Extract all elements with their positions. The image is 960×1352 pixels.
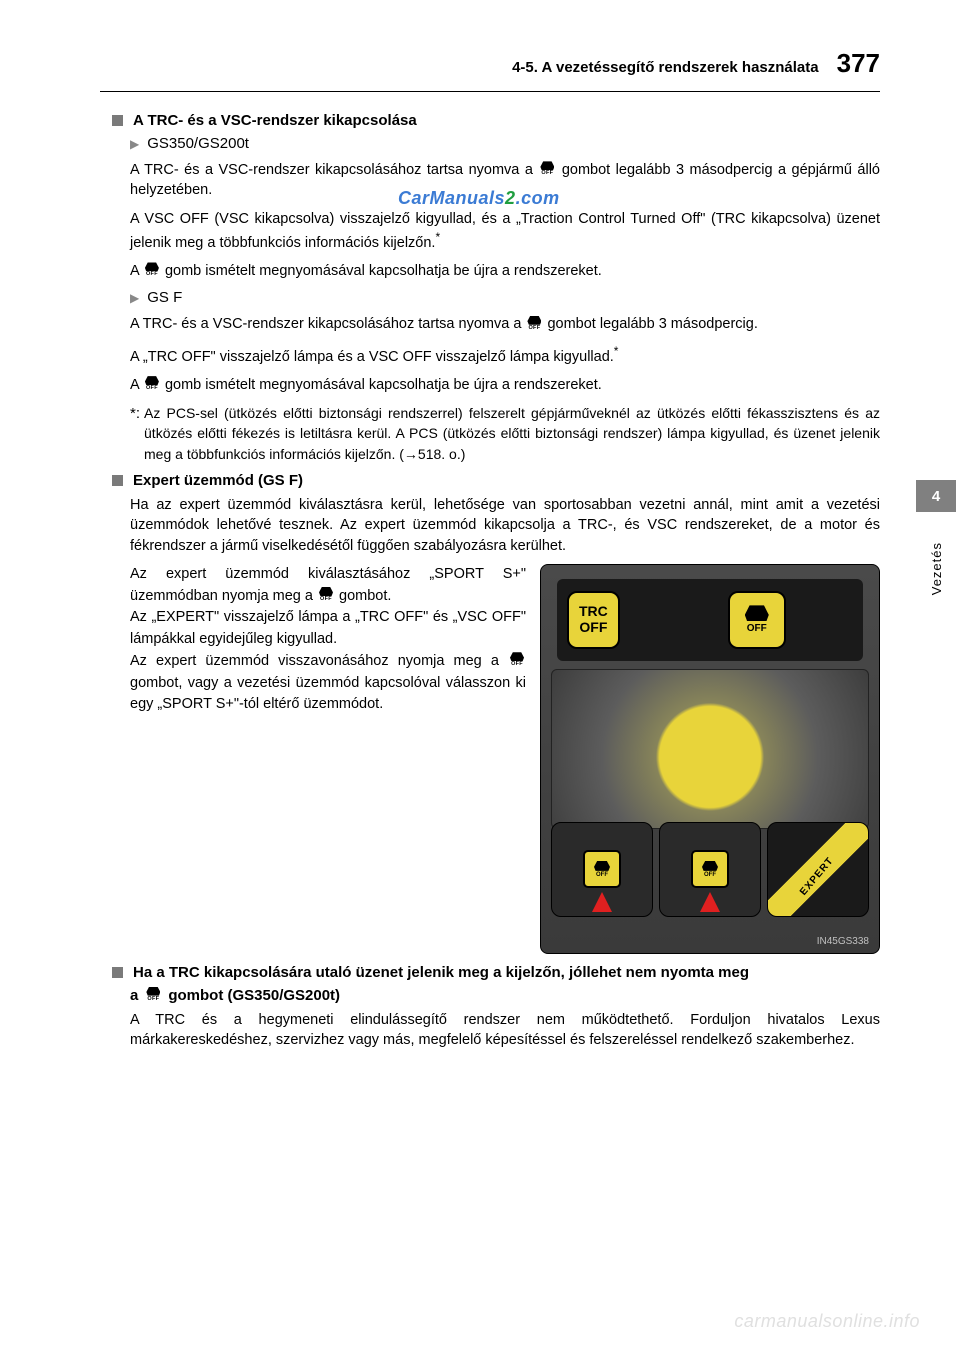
off-button-icon: OFF: [145, 262, 159, 278]
off-button[interactable]: OFF: [583, 850, 621, 888]
section-title-text: Expert üzemmód (GS F): [133, 472, 303, 489]
sub-gsf: ▶ GS F: [130, 289, 880, 306]
footer-watermark: carmanualsonline.info: [734, 1311, 920, 1332]
section-expert-mode: Expert üzemmód (GS F): [112, 472, 880, 489]
triangle-icon: ▶: [130, 137, 139, 151]
vsc-off-badge: OFF: [728, 591, 786, 649]
dashboard-illustration: TRC OFF OFF OFF: [540, 564, 880, 954]
para-trc-disabled: A TRC és a hegymeneti elindulássegítő re…: [130, 1010, 880, 1051]
watermark-link: CarManuals2.com: [398, 188, 560, 209]
off-button-icon: OFF: [319, 587, 333, 603]
chapter-label: Vezetés: [929, 542, 944, 595]
star-marker: *:: [130, 403, 140, 464]
middle-button-panel: OFF: [659, 822, 761, 917]
expert-text-column: Az expert üzemmód kiválasztásához „SPORT…: [130, 564, 526, 716]
wm-num: 2: [505, 188, 516, 208]
expert-label: EXPERT: [798, 855, 836, 897]
car-icon: [745, 605, 769, 621]
off-button-icon: OFF: [510, 652, 524, 668]
page-number: 377: [837, 48, 880, 79]
bullet-square-icon: [112, 475, 123, 486]
para-gsf-1: A TRC- és a VSC-rendszer kikapcsolásához…: [130, 314, 880, 334]
triangle-icon: ▶: [130, 291, 139, 305]
para-expert-intro: Ha az expert üzemmód kiválasztásra kerül…: [130, 495, 880, 556]
para-gsf-2: A „TRC OFF" visszajelző lámpa és a VSC O…: [130, 343, 880, 367]
off-button-icon: OFF: [146, 987, 160, 1003]
red-arrow-icon: [592, 892, 612, 912]
illustration-caption: IN45GS338: [817, 936, 869, 947]
section-trc-vsc-off: A TRC- és a VSC-rendszer kikapcsolása: [112, 112, 880, 129]
chapter-number: 4: [916, 480, 956, 512]
sub-gs350: ▶ GS350/GS200t: [130, 135, 880, 152]
off-button[interactable]: OFF: [691, 850, 729, 888]
steering-wheel-view: [551, 669, 869, 829]
footnote-text: Az PCS-sel (ütközés előtti biztonsági re…: [144, 403, 880, 464]
off-button-icon: OFF: [527, 316, 541, 332]
expert-panel: EXPERT: [767, 822, 869, 917]
footnote-star: *: [435, 230, 440, 244]
page-header: 4-5. A vezetéssegítő rendszerek használa…: [100, 48, 880, 79]
car-icon: [594, 861, 610, 871]
para-gsf-3: A OFF gomb ismételt megnyomásával kapcso…: [130, 375, 880, 395]
left-button-panel: OFF: [551, 822, 653, 917]
section-title-text: A TRC- és a VSC-rendszer kikapcsolása: [133, 112, 417, 129]
section-trc-message-cont: a OFF gombot (GS350/GS200t): [130, 987, 880, 1004]
sub-label: GS F: [147, 289, 182, 306]
dash-indicator-bar: TRC OFF OFF: [557, 579, 863, 661]
header-section-title: 4-5. A vezetéssegítő rendszerek használa…: [512, 59, 819, 76]
wm-right: .com: [516, 188, 560, 208]
para-gs350-2: A VSC OFF (VSC kikapcsolva) visszajelző …: [130, 209, 880, 253]
off-button-icon: OFF: [540, 161, 554, 177]
expert-block: Az expert üzemmód kiválasztásához „SPORT…: [130, 564, 880, 954]
page-container: 4-5. A vezetéssegítő rendszerek használa…: [0, 0, 960, 1098]
section-trc-message: Ha a TRC kikapcsolására utaló üzenet jel…: [112, 964, 880, 981]
trc-off-badge: TRC OFF: [567, 591, 620, 649]
section-title-text: Ha a TRC kikapcsolására utaló üzenet jel…: [133, 964, 749, 981]
footnote-pcs: *: Az PCS-sel (ütközés előtti biztonsági…: [130, 403, 880, 464]
divider: [100, 91, 880, 92]
sub-label: GS350/GS200t: [147, 135, 249, 152]
button-panels: OFF OFF EXPERT: [551, 822, 869, 917]
bullet-square-icon: [112, 115, 123, 126]
off-button-icon: OFF: [145, 376, 159, 392]
bullet-square-icon: [112, 967, 123, 978]
footnote-star: *: [614, 344, 619, 358]
para-gs350-3: A OFF gomb ismételt megnyomásával kapcso…: [130, 261, 880, 281]
red-arrow-icon: [700, 892, 720, 912]
wm-left: CarManuals: [398, 188, 505, 208]
side-tab: 4 Vezetés: [912, 480, 960, 660]
car-icon: [702, 861, 718, 871]
